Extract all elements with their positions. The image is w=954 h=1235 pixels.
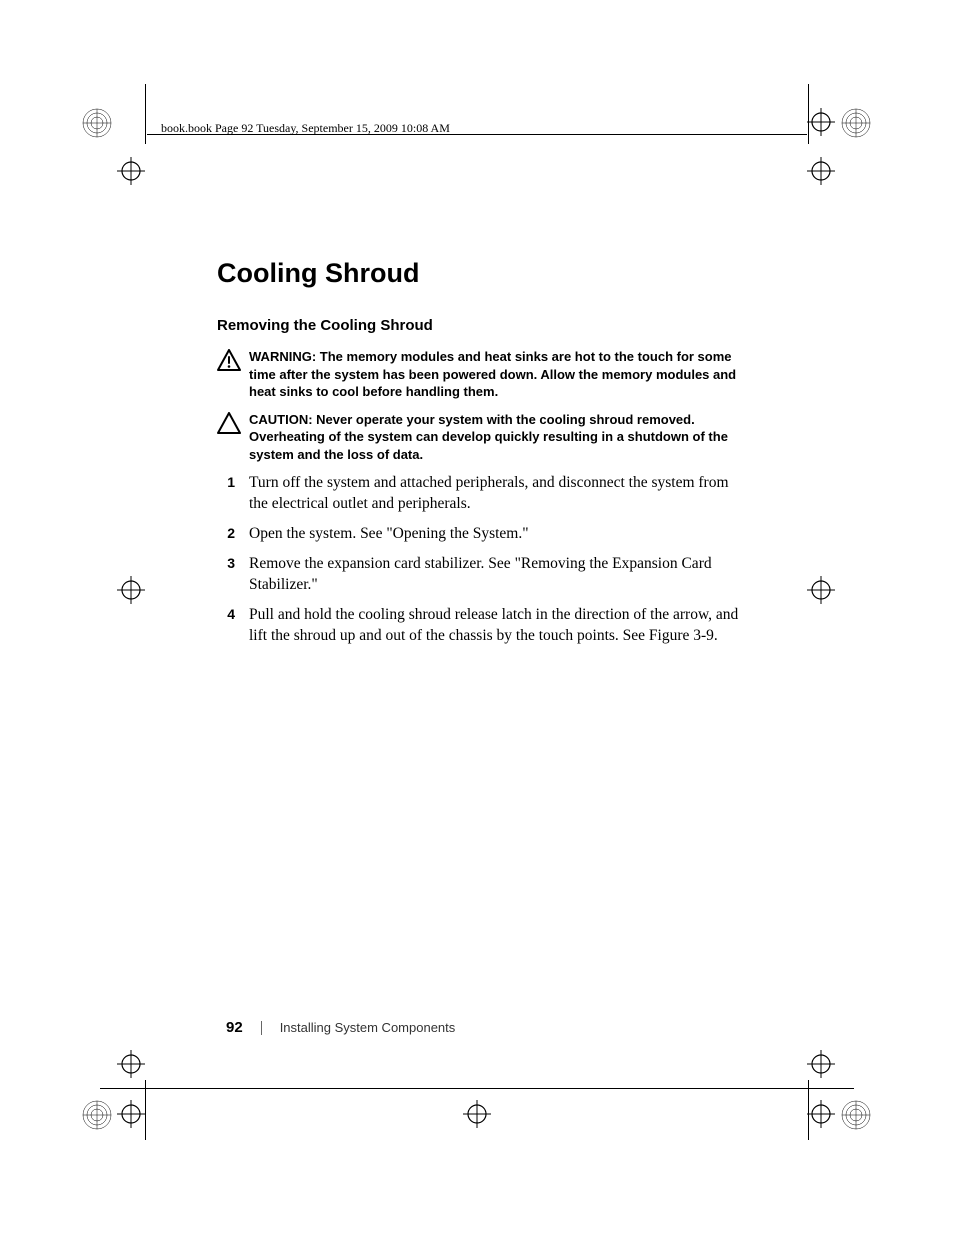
step-number: 4 — [217, 605, 235, 622]
warning-text: WARNING: The memory modules and heat sin… — [249, 348, 747, 401]
globe-mark-bl — [82, 1100, 112, 1130]
step-number: 1 — [217, 473, 235, 490]
warning-label: WARNING: — [249, 349, 320, 364]
step: 1 Turn off the system and attached perip… — [217, 473, 757, 515]
step-text: Pull and hold the cooling shroud release… — [249, 605, 746, 647]
heading-2: Removing the Cooling Shroud — [217, 317, 757, 334]
caution-notice: CAUTION: Never operate your system with … — [217, 411, 757, 464]
page-footer: 92 Installing System Components — [226, 1019, 455, 1036]
warning-body: The memory modules and heat sinks are ho… — [249, 349, 736, 399]
heading-1: Cooling Shroud — [217, 258, 757, 289]
warning-icon — [217, 349, 241, 371]
step-number: 3 — [217, 554, 235, 571]
registration-mark — [463, 1100, 491, 1128]
globe-mark-tl — [82, 108, 112, 138]
registration-mark — [807, 576, 835, 604]
step-text: Remove the expansion card stabilizer. Se… — [249, 554, 746, 596]
crop-line — [145, 84, 146, 144]
step-text: Open the system. See "Opening the System… — [249, 524, 746, 545]
registration-mark — [117, 1100, 145, 1128]
warning-notice: WARNING: The memory modules and heat sin… — [217, 348, 757, 401]
caution-label: CAUTION: — [249, 412, 316, 427]
crop-line — [808, 1080, 809, 1140]
step-text: Turn off the system and attached periphe… — [249, 473, 746, 515]
caution-body: Never operate your system with the cooli… — [249, 412, 728, 462]
caution-icon — [217, 412, 241, 434]
globe-mark-br — [841, 1100, 871, 1130]
page-number: 92 — [226, 1019, 243, 1036]
crop-line — [100, 1088, 854, 1089]
crop-line — [145, 1080, 146, 1140]
registration-mark — [807, 1050, 835, 1078]
registration-mark — [117, 1050, 145, 1078]
step-number: 2 — [217, 524, 235, 541]
registration-mark — [807, 108, 835, 136]
page-content: Cooling Shroud Removing the Cooling Shro… — [217, 258, 757, 656]
step: 4 Pull and hold the cooling shroud relea… — [217, 605, 757, 647]
registration-mark — [807, 1100, 835, 1128]
crop-line — [808, 84, 809, 144]
caution-text: CAUTION: Never operate your system with … — [249, 411, 747, 464]
registration-mark — [117, 157, 145, 185]
globe-mark-tr — [841, 108, 871, 138]
header-rule — [147, 134, 807, 135]
chapter-title: Installing System Components — [280, 1020, 456, 1035]
step: 2 Open the system. See "Opening the Syst… — [217, 524, 757, 545]
registration-mark — [807, 157, 835, 185]
registration-mark — [117, 576, 145, 604]
procedure-steps: 1 Turn off the system and attached perip… — [217, 473, 757, 646]
footer-separator — [261, 1021, 262, 1035]
step: 3 Remove the expansion card stabilizer. … — [217, 554, 757, 596]
